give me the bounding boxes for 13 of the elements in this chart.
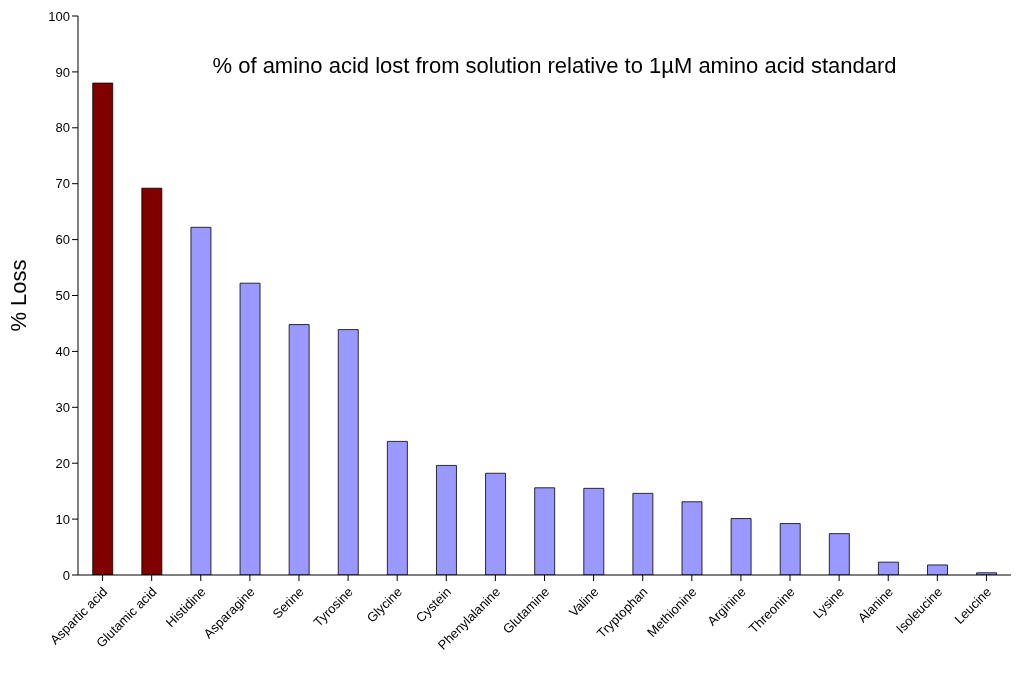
y-axis-title: % Loss (5, 259, 31, 332)
text: % of amino acid lost from solution relative to 1µM amino acid standard (211, 52, 898, 80)
y-tick-label: 90 (55, 64, 70, 80)
y-tick-label: 40 (55, 344, 70, 360)
y-tick-label: 30 (55, 399, 70, 415)
y-tick-label: 70 (55, 176, 70, 192)
y-tick-label: 10 (55, 511, 70, 527)
y-tick-label: 100 (48, 8, 70, 24)
y-tick-label: 0 (62, 567, 70, 583)
y-tick-label: 50 (55, 288, 70, 304)
y-tick-label: 60 (55, 232, 70, 248)
y-tick-label: 80 (55, 120, 70, 136)
y-tick-label: 20 (55, 455, 70, 471)
